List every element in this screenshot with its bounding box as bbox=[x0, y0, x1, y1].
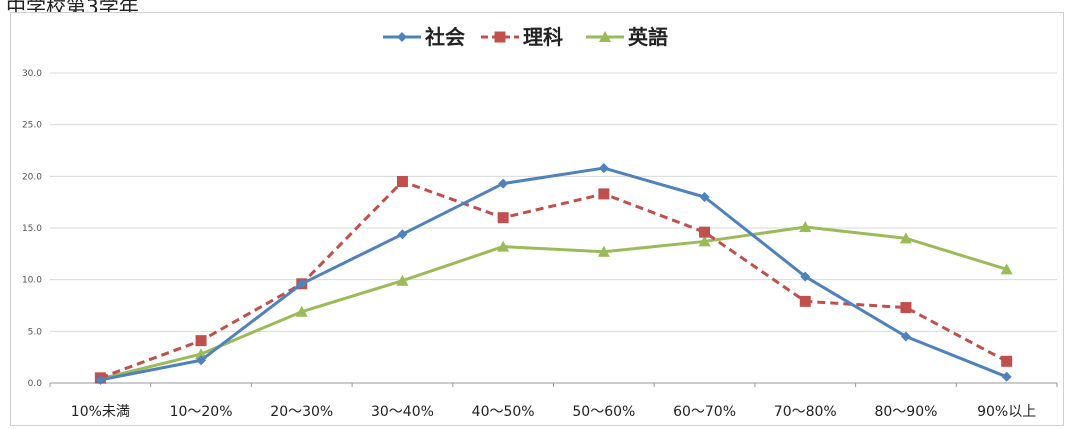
x-tick-label: 40～50% bbox=[472, 404, 535, 420]
data-point bbox=[195, 335, 207, 347]
legend-label: 英語 bbox=[628, 25, 668, 49]
data-point bbox=[1001, 355, 1013, 367]
data-point bbox=[396, 274, 409, 286]
data-point bbox=[699, 192, 710, 202]
legend: 社会 理科 英語 bbox=[383, 25, 668, 49]
series-3 bbox=[94, 220, 1013, 384]
x-tick-label: 50～60% bbox=[572, 404, 635, 420]
x-tick-label: 60～70% bbox=[673, 404, 736, 420]
y-axis-ticks: 0.0 5.0 10.0 15.0 20.0 25.0 30.0 bbox=[22, 69, 42, 389]
x-tick-label: 80～90% bbox=[874, 404, 937, 420]
data-point bbox=[1000, 263, 1013, 275]
legend-marker bbox=[494, 31, 506, 43]
legend-label: 社会 bbox=[424, 25, 465, 49]
data-point bbox=[397, 229, 408, 240]
data-point bbox=[597, 245, 610, 257]
legend-marker bbox=[397, 32, 407, 42]
data-point bbox=[899, 232, 912, 244]
data-point bbox=[598, 188, 610, 200]
series-group bbox=[94, 163, 1013, 385]
data-point bbox=[497, 240, 510, 252]
x-tick-label: 70～80% bbox=[774, 404, 837, 420]
data-point bbox=[799, 295, 811, 307]
series-line bbox=[100, 166, 1008, 382]
x-tick-label: 10%未満 bbox=[71, 404, 130, 420]
x-axis: 10%未満 10～20% 20～30% 30～40% 40～50% 50～60% 60～70… bbox=[49, 383, 1058, 420]
data-point bbox=[296, 278, 307, 289]
data-point bbox=[598, 163, 609, 174]
data-point bbox=[498, 178, 509, 189]
data-point bbox=[95, 374, 106, 385]
data-point bbox=[497, 212, 509, 224]
y-tick-label: 30.0 bbox=[22, 69, 42, 79]
y-tick-label: 15.0 bbox=[22, 224, 42, 234]
x-tick-label: 90%以上 bbox=[977, 404, 1036, 420]
data-point bbox=[799, 220, 812, 232]
data-point bbox=[699, 226, 711, 238]
x-tick-label: 30～40% bbox=[371, 404, 434, 420]
data-point bbox=[698, 235, 711, 247]
legend-item: 理科 bbox=[481, 25, 563, 49]
series-1 bbox=[95, 163, 1012, 385]
y-tick-label: 5.0 bbox=[28, 327, 43, 337]
data-point bbox=[900, 302, 912, 314]
data-point bbox=[295, 305, 308, 317]
data-point bbox=[396, 176, 408, 187]
data-point bbox=[900, 331, 911, 342]
series-line bbox=[99, 180, 1008, 380]
y-tick-label: 10.0 bbox=[22, 276, 42, 286]
x-tick-label: 20～30% bbox=[270, 404, 333, 420]
series-line bbox=[99, 225, 1008, 381]
y-tick-label: 20.0 bbox=[22, 172, 42, 182]
legend-marker bbox=[599, 31, 611, 42]
legend-item: 社会 bbox=[383, 25, 465, 49]
data-point bbox=[196, 355, 207, 366]
legend-item: 英語 bbox=[586, 25, 668, 49]
gridlines bbox=[50, 72, 1057, 384]
x-tick-label: 10～20% bbox=[170, 404, 233, 420]
y-tick-label: 25.0 bbox=[22, 121, 42, 131]
data-point bbox=[800, 271, 811, 282]
legend-label: 理科 bbox=[523, 25, 563, 49]
y-tick-label: 0.0 bbox=[28, 379, 43, 389]
data-point bbox=[1001, 371, 1012, 382]
